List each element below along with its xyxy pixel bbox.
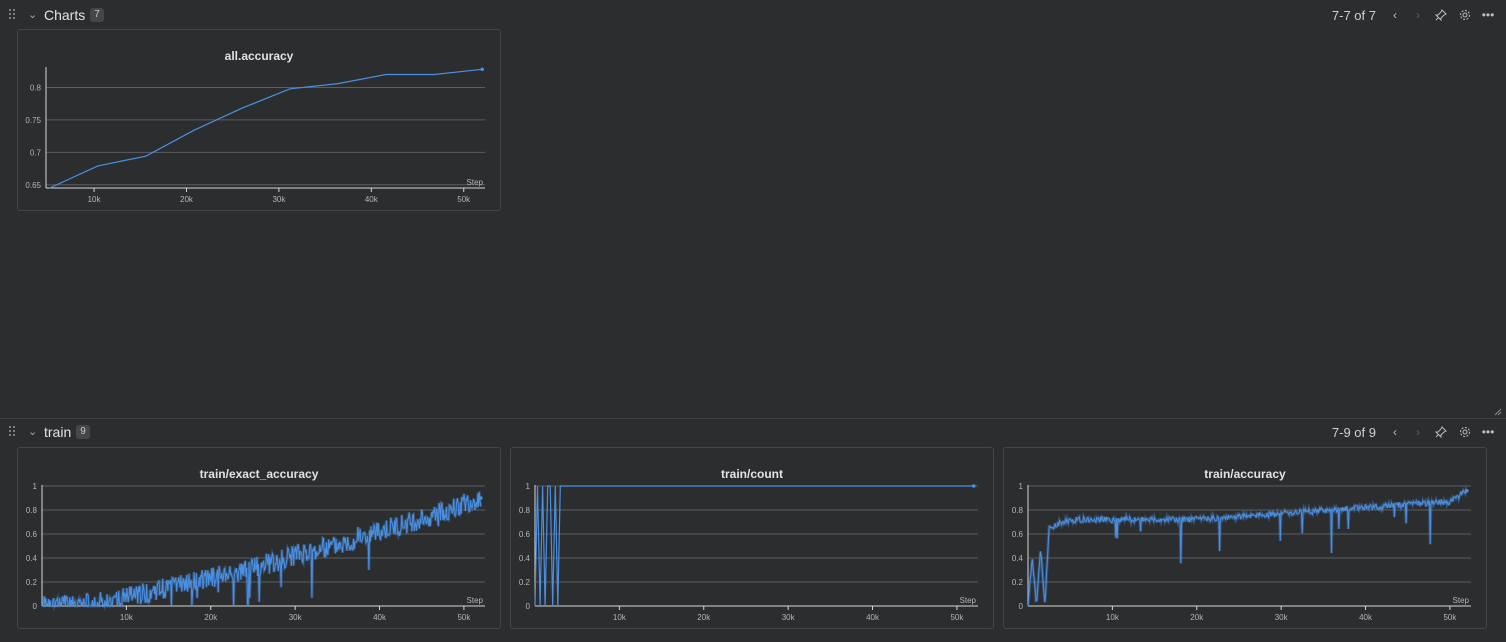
x-tick-label: 10k — [613, 613, 627, 622]
x-tick-label: 40k — [1359, 613, 1373, 622]
chevron-down-icon[interactable]: ⌄ — [28, 426, 38, 438]
chart-title: train/count — [721, 467, 783, 481]
x-tick-label: 10k — [1106, 613, 1120, 622]
y-tick-label: 0 — [1019, 602, 1024, 611]
chart-plot: 0 0.2 0.4 0.6 0.8 1 10k 20k 30k 40k 50k Step — [26, 482, 485, 622]
x-tick-label: 30k — [289, 613, 303, 622]
y-tick-label: 0.4 — [519, 554, 531, 563]
chart-panel-train-exact-accuracy[interactable]: train/exact_accuracy 0 0.2 0.4 0.6 0.8 1 10k 20… — [17, 447, 501, 629]
y-tick-label: 1 — [33, 482, 38, 491]
section-title[interactable]: Charts — [44, 7, 86, 23]
chart-panel-train-accuracy[interactable]: train/accuracy 0 0.2 0.4 0.6 0.8 1 10k 20k 30k 40… — [1003, 447, 1487, 629]
x-tick-label: 30k — [272, 195, 286, 204]
last-point — [480, 67, 485, 72]
chevron-left-icon[interactable]: ‹ — [1393, 8, 1397, 22]
x-tick-label: 30k — [1275, 613, 1289, 622]
y-tick-label: 0.8 — [1012, 506, 1024, 515]
y-tick-label: 0.2 — [26, 578, 38, 587]
chevron-left-icon[interactable]: ‹ — [1393, 425, 1397, 439]
series-line — [49, 68, 483, 189]
x-tick-label: 40k — [365, 195, 379, 204]
x-tick-label: 50k — [457, 195, 471, 204]
chart-plot: 0.65 0.7 0.75 0.8 10k 20k 30k 40k 50k Step — [25, 67, 485, 204]
chart-plot: 0 0.2 0.4 0.6 0.8 1 10k 20k 30k 40k 50k Step — [519, 482, 978, 622]
x-axis-label: Step — [467, 178, 484, 187]
y-tick-label: 0.65 — [25, 181, 41, 190]
y-tick-label: 0.4 — [1012, 554, 1024, 563]
chart-title: train/exact_accuracy — [199, 467, 319, 481]
y-tick-label: 0.8 — [519, 506, 531, 515]
chart-panel-all-accuracy[interactable]: all.accuracy 0.65 0.7 0.75 0.8 10k 20k 30k 40k 5… — [17, 29, 501, 211]
y-tick-label: 0.6 — [1012, 530, 1024, 539]
y-tick-label: 0.2 — [519, 578, 531, 587]
x-tick-label: 50k — [457, 613, 471, 622]
more-icon[interactable]: ••• — [1481, 8, 1495, 22]
series-line — [42, 491, 482, 608]
y-tick-label: 0.7 — [30, 148, 42, 157]
pagination-label: 7-9 of 9 — [1331, 425, 1376, 440]
x-tick-label: 20k — [697, 613, 711, 622]
y-tick-label: 0.8 — [26, 506, 38, 515]
x-tick-label: 20k — [204, 613, 218, 622]
count-badge: 7 — [90, 8, 104, 22]
pagination-label: 7-7 of 7 — [1331, 8, 1376, 23]
last-point — [971, 484, 976, 488]
series-line — [534, 485, 974, 607]
x-tick-label: 50k — [950, 613, 964, 622]
x-tick-label: 10k — [120, 613, 134, 622]
chart-panel-train-count[interactable]: train/count 0 0.2 0.4 0.6 0.8 1 10k 20k 30k 40k 50… — [510, 447, 994, 629]
x-tick-label: 40k — [373, 613, 387, 622]
series-band — [41, 491, 483, 612]
section-title[interactable]: train — [44, 424, 72, 440]
gear-icon[interactable] — [1455, 5, 1475, 25]
x-axis-label: Step — [467, 596, 484, 605]
y-tick-label: 1 — [526, 482, 531, 491]
chart-title: all.accuracy — [224, 49, 294, 63]
gear-icon[interactable] — [1455, 422, 1475, 442]
y-tick-label: 0.6 — [26, 530, 38, 539]
resize-handle-icon[interactable] — [1493, 403, 1502, 416]
y-tick-label: 0 — [526, 602, 531, 611]
y-tick-label: 1 — [1019, 482, 1024, 491]
last-point — [478, 496, 483, 500]
x-tick-label: 40k — [866, 613, 880, 622]
x-tick-label: 50k — [1443, 613, 1457, 622]
y-tick-label: 0 — [33, 602, 38, 611]
x-axis-label: Step — [1453, 596, 1470, 605]
chevron-right-icon[interactable]: › — [1416, 425, 1420, 439]
x-tick-label: 20k — [1190, 613, 1204, 622]
x-tick-label: 20k — [180, 195, 194, 204]
count-badge: 9 — [76, 425, 90, 439]
section-divider — [0, 418, 1506, 419]
chart-title: train/accuracy — [1204, 467, 1286, 481]
chevron-down-icon[interactable]: ⌄ — [28, 9, 38, 21]
pin-icon[interactable] — [1431, 422, 1451, 442]
y-tick-label: 0.8 — [30, 83, 42, 92]
x-tick-label: 10k — [88, 195, 102, 204]
section-header-train: ⌄ train 9 7-9 of 9 ‹ › ••• — [0, 419, 1506, 447]
chart-plot: 0 0.2 0.4 0.6 0.8 1 10k 20k 30k 40k 50k Step — [1012, 482, 1471, 622]
y-tick-label: 0.75 — [25, 116, 41, 125]
drag-handle-icon[interactable] — [9, 426, 19, 438]
y-tick-label: 0.6 — [519, 530, 531, 539]
chevron-right-icon[interactable]: › — [1416, 8, 1420, 22]
y-tick-label: 0.2 — [1012, 578, 1024, 587]
series-line — [1027, 488, 1468, 607]
last-point — [1464, 489, 1469, 493]
section-header-charts: ⌄ Charts 7 7-7 of 7 ‹ › ••• — [0, 2, 1506, 30]
drag-handle-icon[interactable] — [9, 9, 19, 21]
pin-icon[interactable] — [1431, 5, 1451, 25]
y-tick-label: 0.4 — [26, 554, 38, 563]
x-axis-label: Step — [960, 596, 977, 605]
more-icon[interactable]: ••• — [1481, 425, 1495, 439]
x-tick-label: 30k — [782, 613, 796, 622]
